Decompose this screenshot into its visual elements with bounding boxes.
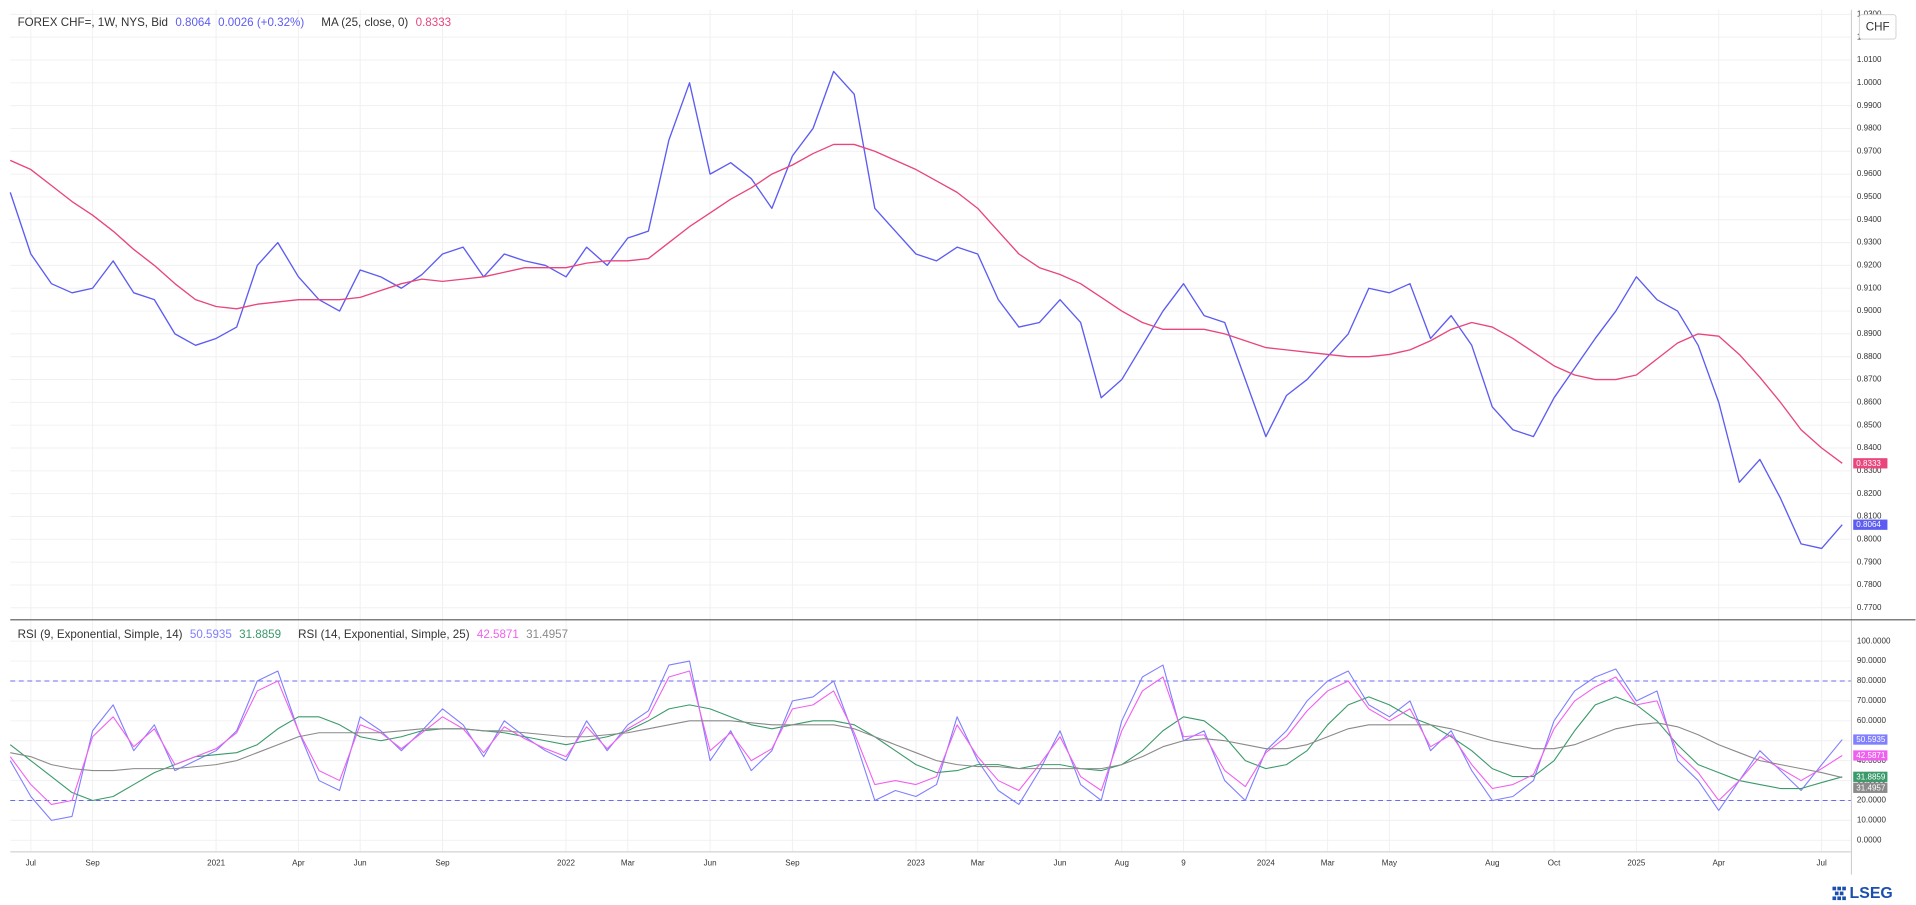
- x-tick-label: Aug: [1485, 859, 1499, 868]
- y-tick-label: 70.0000: [1857, 696, 1887, 705]
- x-tick-label: Apr: [292, 859, 305, 868]
- x-tick-label: May: [1382, 859, 1397, 868]
- y-tick-label: 0.8900: [1857, 329, 1882, 338]
- y-tick-label: 10.0000: [1857, 816, 1887, 825]
- logo-icon: [1832, 886, 1846, 901]
- y-tick-label: 0.9400: [1857, 215, 1882, 224]
- x-tick-label: Mar: [1321, 859, 1335, 868]
- y-tick-label: 0.8300: [1857, 466, 1882, 475]
- x-tick-label: Jun: [354, 859, 367, 868]
- x-tick-label: Sep: [85, 859, 100, 868]
- y-tick-label: 0.9900: [1857, 101, 1882, 110]
- series-line: [9, 143, 1843, 464]
- legend-item: 0.0026 (+0.32%): [218, 16, 304, 29]
- x-tick-label: 2022: [557, 859, 575, 868]
- legend-item: RSI (9, Exponential, Simple, 14): [18, 628, 183, 641]
- last-value-badge: [1853, 750, 1888, 761]
- last-value-badge: [1853, 519, 1888, 530]
- last-value-label: 0.8333: [1856, 459, 1881, 468]
- y-tick-label: 0.8500: [1857, 420, 1882, 429]
- logo-text: LSEG: [1850, 885, 1893, 902]
- series-line: [9, 660, 1843, 821]
- legend-item: 50.5935: [190, 628, 232, 641]
- x-tick-label: Mar: [621, 859, 635, 868]
- currency-label: CHF: [1866, 21, 1890, 34]
- x-tick-label: Jul: [1817, 859, 1827, 868]
- y-tick-label: 60.0000: [1857, 716, 1887, 725]
- legend-item: 0.8064: [175, 16, 211, 29]
- y-tick-label: 0.8600: [1857, 397, 1882, 406]
- last-value-label: 31.4957: [1856, 783, 1886, 792]
- y-tick-label: 0.8700: [1857, 375, 1882, 384]
- x-tick-label: Jun: [1054, 859, 1067, 868]
- last-value-badge: [1853, 771, 1888, 782]
- y-tick-label: 0.9000: [1857, 306, 1882, 315]
- y-tick-label: 0.9200: [1857, 261, 1882, 270]
- y-tick-label: 0.8000: [1857, 534, 1882, 543]
- y-tick-label: 20.0000: [1857, 796, 1887, 805]
- legend-text: FOREX CHF=, 1W, NYS, Bid 0.8064 0.0026 (+0…: [18, 16, 452, 29]
- y-tick-label: 1.0100: [1857, 55, 1882, 64]
- legend-item: 31.4957: [526, 628, 568, 641]
- x-tick-label: Jul: [26, 859, 36, 868]
- x-tick-label: Sep: [435, 859, 450, 868]
- series-line: [9, 70, 1843, 550]
- x-tick-label: Oct: [1548, 859, 1561, 868]
- y-tick-label: 1.0300: [1857, 9, 1882, 18]
- currency-box[interactable]: [1858, 14, 1897, 40]
- y-tick-label: 0.8100: [1857, 512, 1882, 521]
- y-tick-label: 0.9100: [1857, 283, 1882, 292]
- y-tick-label: 0.9500: [1857, 192, 1882, 201]
- x-tick-label: Sep: [785, 859, 800, 868]
- last-value-label: 50.5935: [1856, 735, 1886, 744]
- legend-item: MA (25, close, 0): [321, 16, 408, 29]
- x-tick-label: 2025: [1627, 859, 1645, 868]
- y-tick-label: 0.8400: [1857, 443, 1882, 452]
- y-tick-label: 0.9600: [1857, 169, 1882, 178]
- legend-item: FOREX CHF=, 1W, NYS, Bid: [18, 16, 168, 29]
- y-tick-label: 0.8800: [1857, 352, 1882, 361]
- y-tick-label: 0.8200: [1857, 489, 1882, 498]
- y-tick-label: 0.0000: [1857, 835, 1882, 844]
- x-tick-label: Apr: [1712, 859, 1725, 868]
- series-line: [9, 696, 1843, 802]
- last-value-badge: [1853, 782, 1888, 793]
- x-tick-label: Mar: [971, 859, 985, 868]
- series-line: [9, 670, 1843, 806]
- x-tick-label: 2021: [207, 859, 225, 868]
- legend-item: 42.5871: [477, 628, 519, 641]
- y-tick-label: 90.0000: [1857, 656, 1887, 665]
- y-tick-label: 0.7800: [1857, 580, 1882, 589]
- series-line: [10, 720, 1843, 779]
- y-tick-label: 1.0000: [1857, 78, 1882, 87]
- legend-item: 0.8333: [416, 16, 451, 29]
- legend-text: RSI (9, Exponential, Simple, 14) 50.5935 3…: [18, 628, 568, 641]
- legend: FOREX CHF=, 1W, NYS, Bid 0.8064 0.0026 (+0…: [18, 16, 568, 641]
- legend-item: 31.8859: [239, 628, 281, 641]
- x-tick-label: 2023: [907, 859, 925, 868]
- y-tick-label: 0.9800: [1857, 124, 1882, 133]
- x-tick-label: Jun: [704, 859, 717, 868]
- y-tick-label: 0.7900: [1857, 557, 1882, 566]
- last-value-label: 42.5871: [1856, 751, 1886, 760]
- x-tick-label: Aug: [1115, 859, 1129, 868]
- y-tick-label: 0.9700: [1857, 146, 1882, 155]
- legend-item: RSI (14, Exponential, Simple, 25): [298, 628, 470, 641]
- last-value-badge: [1853, 458, 1888, 469]
- y-tick-label: 0.7700: [1857, 603, 1882, 612]
- plot-area: 0.8064 0.8333 50.5935 31.8859 42.5871 31.4957: [9, 70, 1888, 821]
- x-tick-label: 2024: [1257, 859, 1275, 868]
- last-value-label: 0.8064: [1856, 520, 1881, 529]
- y-tick-label: 0.9300: [1857, 238, 1882, 247]
- y-tick-label: 100.0000: [1857, 636, 1891, 645]
- y-tick-label: 80.0000: [1857, 676, 1887, 685]
- x-tick-label: 9: [1181, 859, 1186, 868]
- last-value-label: 31.8859: [1856, 772, 1886, 781]
- last-value-badge: [1853, 734, 1888, 745]
- logo: LSEG: [1832, 885, 1893, 902]
